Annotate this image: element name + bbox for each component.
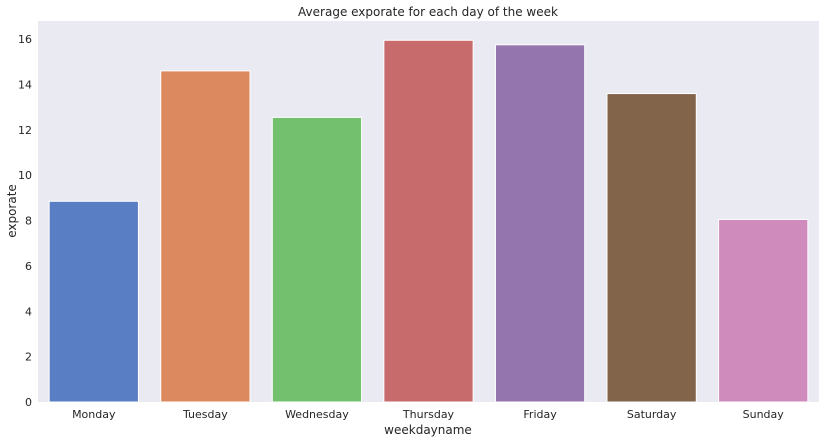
x-tick-label: Tuesday	[182, 408, 228, 421]
y-tick-label: 16	[18, 33, 32, 46]
x-ticks-group: Monday Tuesday Wednesday Thursday Friday Satu…	[72, 408, 784, 421]
y-tick-label: 4	[25, 305, 32, 318]
chart-title: Average exporate for each day of the wee…	[298, 5, 558, 19]
y-tick-label: 14	[18, 79, 32, 92]
x-tick-label: Thursday	[402, 408, 455, 421]
y-tick-label: 2	[25, 351, 32, 364]
x-tick-label: Monday	[72, 408, 116, 421]
bar-tuesday	[160, 70, 251, 403]
bar-wednesday	[271, 116, 363, 403]
x-tick-label: Wednesday	[285, 408, 349, 421]
bar-saturday	[606, 93, 697, 403]
y-axis-label: exporate	[5, 184, 19, 238]
bar-thursday	[383, 39, 474, 403]
y-tick-label: 10	[18, 169, 32, 182]
bar-monday	[48, 200, 139, 403]
y-ticks-group: 0 2 4 6 8 10 12 14 16	[18, 33, 32, 409]
y-tick-label: 6	[25, 260, 32, 273]
bars-group	[48, 39, 809, 403]
bar-friday	[494, 44, 586, 403]
x-tick-label: Friday	[523, 408, 557, 421]
x-tick-label: Saturday	[627, 408, 677, 421]
x-tick-label: Sunday	[743, 408, 785, 421]
y-tick-label: 12	[18, 124, 32, 137]
bar-sunday	[718, 218, 809, 403]
x-axis-label: weekdayname	[384, 423, 472, 437]
y-tick-label: 0	[25, 396, 32, 409]
y-tick-label: 8	[25, 215, 32, 228]
